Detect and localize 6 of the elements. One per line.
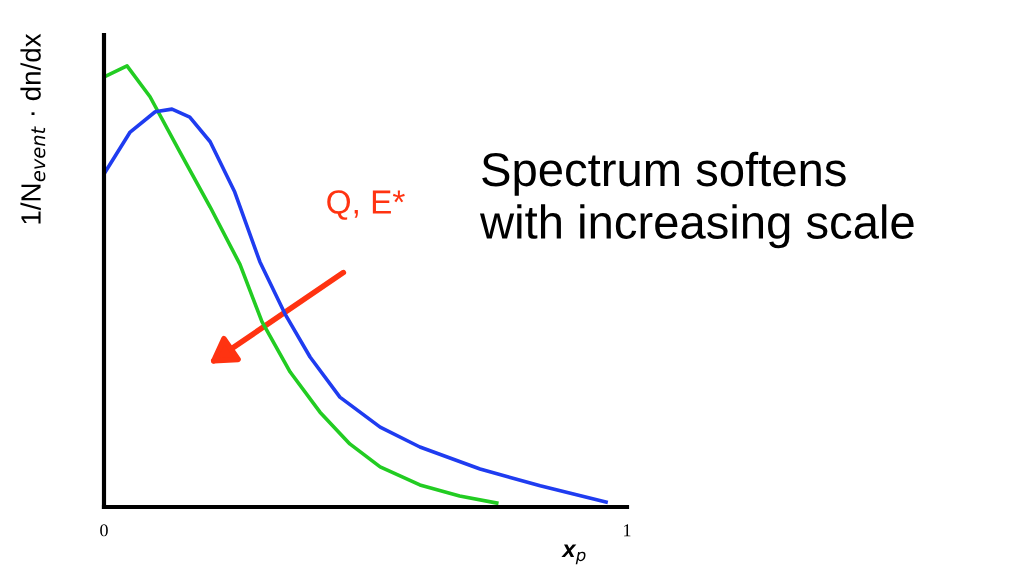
x-tick-label: 1 [624, 524, 631, 537]
x-tick-label: 0 [100, 524, 108, 537]
annotation: Spectrum softens with increasing scale [479, 151, 914, 249]
y-axis-title: 1/N$_{event}$ · dn/dx [20, 33, 46, 224]
annotation: Q, E* [327, 190, 405, 220]
x-axis-title: x$_{p}$ [561, 544, 586, 565]
